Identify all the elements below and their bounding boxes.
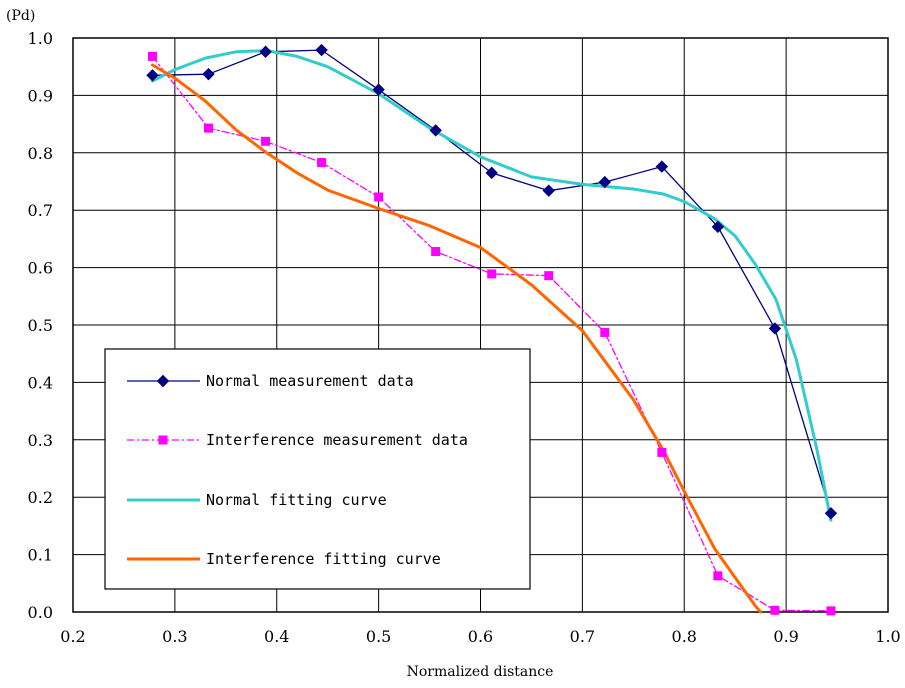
y-tick-label: 0.6: [28, 259, 53, 278]
y-tick-label: 0.2: [28, 488, 53, 507]
normal-measurement-point: [202, 67, 215, 81]
x-tick-label: 0.4: [264, 627, 289, 646]
legend: Normal measurement data Interference meas…: [104, 348, 531, 590]
normal-measurement-point: [146, 69, 159, 82]
normal-fitting-curve-line: [151, 49, 833, 522]
normal-measurement-point: [598, 175, 611, 189]
interference-measurement-point: [147, 51, 157, 61]
y-tick-label: 0.1: [28, 546, 53, 565]
interference-measurement-point: [657, 447, 667, 457]
x-tick-label: 1.0: [875, 627, 900, 646]
interference-measurement-point: [826, 606, 836, 616]
legend-normal-fitting-curve-label: Normal fitting curve: [206, 491, 387, 509]
interference-measurement-point: [374, 192, 384, 202]
y-tick-label: 0.3: [28, 431, 53, 450]
y-tick-label: 0.9: [28, 86, 53, 105]
normal-measurement-point: [824, 507, 838, 520]
interference-measurement-point: [203, 123, 213, 133]
x-tick-label: 0.3: [162, 627, 187, 646]
interference-measurement-point: [431, 247, 441, 257]
normal-measurement-point: [315, 43, 328, 57]
legend-normal-measurement-marker: [156, 374, 170, 388]
normal-measurement-point: [542, 184, 555, 197]
normal-measurement-point: [768, 322, 782, 335]
y-tick-label: 0.0: [28, 603, 53, 622]
plot-frame: [72, 37, 889, 613]
normal-measurement-point: [655, 160, 669, 173]
normal-measurement-point: [372, 83, 385, 96]
interference-measurement-point: [487, 269, 497, 279]
legend-interference-fitting-curve-label: Interference fitting curve: [206, 550, 441, 568]
legend-normal-measurement-label: Normal measurement data: [206, 372, 414, 390]
interference-measurement-point: [544, 271, 554, 281]
interference-measurement-point: [713, 571, 723, 581]
legend-interference-measurement-marker: [158, 435, 168, 445]
normal-measurement-point: [259, 45, 272, 58]
x-tick-label: 0.9: [773, 627, 798, 646]
legend-interference-measurement-label: Interference measurement data: [206, 431, 468, 449]
y-tick-label: 1.0: [28, 29, 53, 48]
interference-measurement-point: [770, 605, 780, 615]
x-tick-label: 0.8: [672, 627, 697, 646]
x-tick-label: 0.2: [60, 627, 85, 646]
x-axis-title: Normalized distance: [407, 664, 554, 680]
interference-measurement-point: [600, 327, 610, 337]
y-axis-unit-label: (Pd): [6, 8, 35, 24]
x-tick-label: 0.7: [570, 627, 595, 646]
y-tick-label: 0.8: [28, 144, 53, 163]
x-tick-label: 0.6: [468, 627, 493, 646]
legend-box: [104, 348, 531, 590]
y-tick-label: 0.4: [28, 373, 53, 392]
tick-labels: 0.2 0.3 0.4 0.5 0.6 0.7 0.8 0.9 1.0 0.0 0.1 0.2 0.3 0…: [28, 29, 901, 646]
normal-measurement-point: [429, 124, 442, 137]
series: [146, 43, 838, 616]
y-tick-label: 0.7: [28, 201, 53, 220]
interference-measurement-point: [261, 136, 271, 146]
x-tick-label: 0.5: [366, 627, 391, 646]
interference-fitting-curve-line: [151, 63, 763, 614]
normal-measurement-point: [485, 166, 498, 180]
interference-measurement-point: [317, 158, 327, 168]
normal-measurement-point: [711, 220, 725, 234]
y-tick-label: 0.5: [28, 316, 53, 335]
